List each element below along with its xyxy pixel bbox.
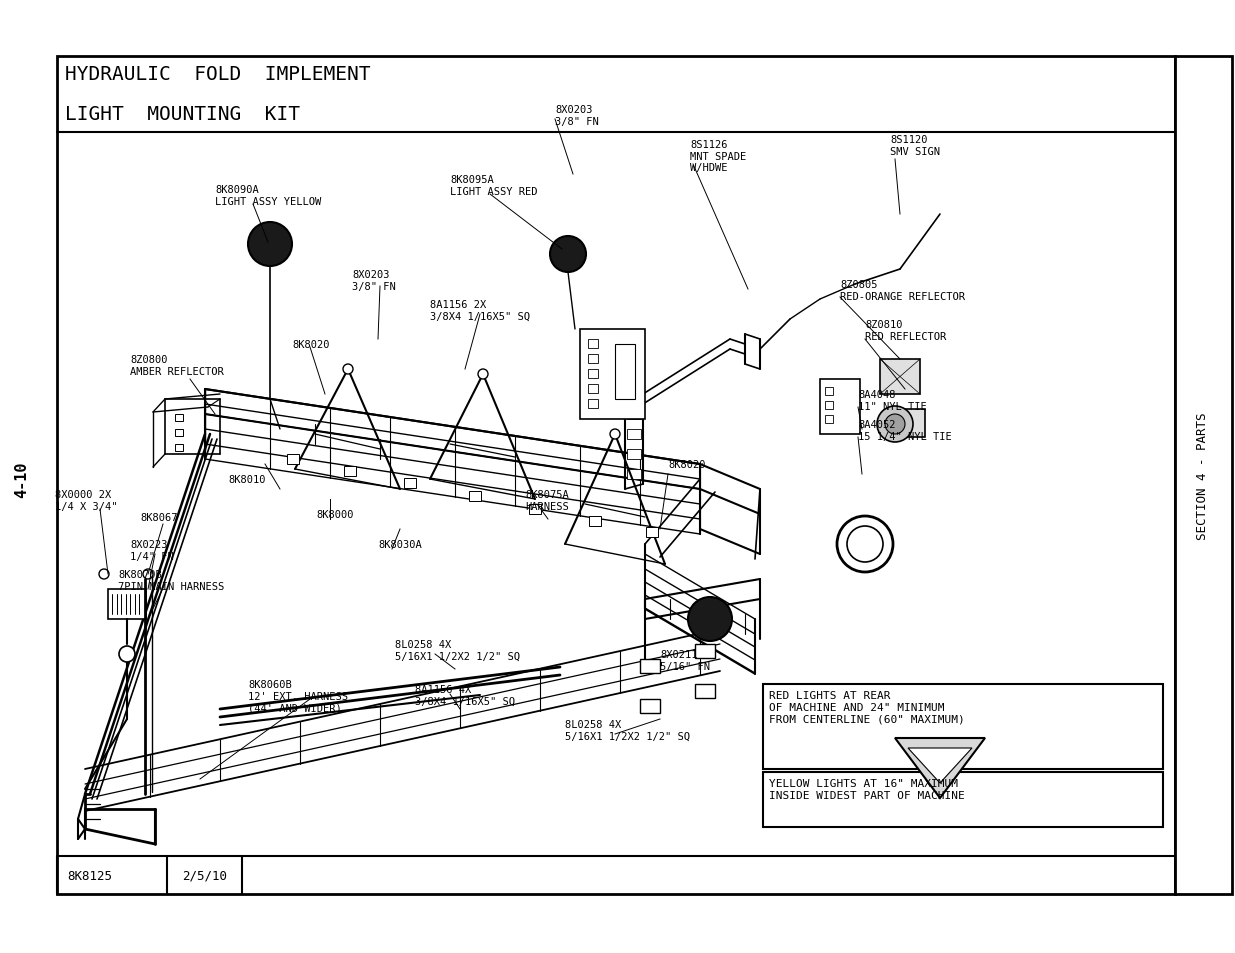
Text: 8X0203
3/8" FN: 8X0203 3/8" FN — [352, 270, 395, 292]
Text: 8A1156 2X
3/8X4 1/16X5" SQ: 8A1156 2X 3/8X4 1/16X5" SQ — [430, 299, 530, 321]
Bar — [588, 370, 598, 378]
Bar — [627, 450, 641, 459]
Circle shape — [248, 223, 291, 267]
Bar — [627, 410, 641, 419]
Circle shape — [99, 569, 109, 579]
Bar — [627, 390, 641, 399]
Bar — [825, 388, 832, 395]
Text: 8X0000 2X
1/4 X 3/4": 8X0000 2X 1/4 X 3/4" — [56, 490, 117, 511]
Bar — [763, 772, 1163, 827]
Text: 8K8095A
LIGHT ASSY RED: 8K8095A LIGHT ASSY RED — [450, 174, 537, 196]
Circle shape — [550, 236, 585, 273]
Bar — [175, 415, 183, 421]
Bar — [627, 470, 641, 479]
Text: SECTION 4 - PARTS: SECTION 4 - PARTS — [1197, 412, 1209, 539]
Text: 8L0258 4X
5/16X1 1/2X2 1/2" SQ: 8L0258 4X 5/16X1 1/2X2 1/2" SQ — [564, 720, 690, 740]
Bar — [825, 401, 832, 410]
Text: 8A4048
11" NYL TIE: 8A4048 11" NYL TIE — [858, 390, 926, 411]
Text: 2/5/10: 2/5/10 — [182, 869, 227, 882]
Circle shape — [610, 430, 620, 439]
Text: 8K8010: 8K8010 — [228, 475, 266, 484]
Text: 8K8020: 8K8020 — [291, 339, 330, 350]
Text: LIGHT  MOUNTING  KIT: LIGHT MOUNTING KIT — [65, 105, 300, 124]
Bar — [107, 589, 146, 619]
Bar — [825, 416, 832, 423]
Text: 8K8060B
12' EXT. HARNESS
(44' AND WIDER): 8K8060B 12' EXT. HARNESS (44' AND WIDER) — [248, 679, 348, 713]
Circle shape — [688, 598, 732, 641]
Bar — [345, 467, 356, 476]
Text: 8K8030A: 8K8030A — [378, 539, 421, 550]
Bar — [57, 57, 1174, 894]
Text: 8Z0800
AMBER REFLECTOR: 8Z0800 AMBER REFLECTOR — [130, 355, 224, 376]
Bar — [589, 517, 601, 526]
Text: 8K8075A
HARNESS: 8K8075A HARNESS — [525, 490, 569, 511]
Text: 8K8125: 8K8125 — [67, 869, 112, 882]
Bar — [820, 379, 860, 435]
Bar — [588, 355, 598, 364]
Bar — [695, 644, 715, 659]
Bar — [175, 444, 183, 452]
Text: 8S1126
MNT SPADE
W/HDWE: 8S1126 MNT SPADE W/HDWE — [690, 140, 746, 173]
Text: 8K8020: 8K8020 — [668, 459, 705, 470]
Bar — [646, 527, 658, 537]
Text: 4-10: 4-10 — [15, 461, 30, 497]
Text: 8A4052
15 1/4" NYL TIE: 8A4052 15 1/4" NYL TIE — [858, 419, 952, 441]
Bar — [615, 345, 635, 399]
Polygon shape — [908, 748, 972, 783]
Circle shape — [119, 646, 135, 662]
Text: 8Z0810
RED REFLECTOR: 8Z0810 RED REFLECTOR — [864, 319, 946, 341]
Text: 8L0258 4X
5/16X1 1/2X2 1/2" SQ: 8L0258 4X 5/16X1 1/2X2 1/2" SQ — [395, 639, 520, 661]
Bar — [469, 492, 480, 501]
Bar — [588, 399, 598, 409]
Text: 8K8067: 8K8067 — [140, 513, 178, 522]
Text: YELLOW LIGHTS AT 16" MAXIMUM
INSIDE WIDEST PART OF MACHINE: YELLOW LIGHTS AT 16" MAXIMUM INSIDE WIDE… — [769, 779, 965, 800]
Text: RED LIGHTS AT REAR
OF MACHINE AND 24" MINIMUM
FROM CENTERLINE (60" MAXIMUM): RED LIGHTS AT REAR OF MACHINE AND 24" MI… — [769, 690, 965, 723]
Bar — [890, 410, 925, 437]
Bar — [580, 330, 645, 419]
Bar — [627, 430, 641, 439]
Text: 8K8070B
7PIN MAIN HARNESS: 8K8070B 7PIN MAIN HARNESS — [119, 569, 225, 591]
Text: 8X0203
3/8" FN: 8X0203 3/8" FN — [555, 105, 599, 127]
Text: 8Z0805
RED-ORANGE REFLECTOR: 8Z0805 RED-ORANGE REFLECTOR — [840, 280, 965, 301]
Text: 8K8000: 8K8000 — [316, 510, 353, 519]
Circle shape — [478, 370, 488, 379]
Text: HYDRAULIC  FOLD  IMPLEMENT: HYDRAULIC FOLD IMPLEMENT — [65, 65, 370, 84]
Bar — [588, 339, 598, 349]
Text: 8K8090A
LIGHT ASSY YELLOW: 8K8090A LIGHT ASSY YELLOW — [215, 185, 321, 207]
Bar — [404, 478, 416, 489]
Bar — [695, 684, 715, 699]
Polygon shape — [895, 739, 986, 799]
Text: 8X0223
1/4" FN: 8X0223 1/4" FN — [130, 539, 174, 561]
Bar — [175, 430, 183, 436]
Text: 8S1120
SMV SIGN: 8S1120 SMV SIGN — [890, 135, 940, 156]
Bar — [287, 455, 299, 464]
Bar — [1174, 57, 1233, 894]
Circle shape — [143, 569, 153, 579]
Circle shape — [343, 365, 353, 375]
Bar — [763, 684, 1163, 769]
Bar — [640, 700, 659, 713]
Bar — [881, 359, 920, 395]
Bar — [640, 659, 659, 673]
Text: 8X0211
5/16" FN: 8X0211 5/16" FN — [659, 649, 710, 671]
Bar — [588, 385, 598, 394]
Circle shape — [885, 415, 905, 435]
Circle shape — [877, 407, 913, 442]
Text: 8A1156 4X
3/8X4 1/16X5" SQ: 8A1156 4X 3/8X4 1/16X5" SQ — [415, 684, 515, 706]
Bar — [529, 504, 541, 515]
